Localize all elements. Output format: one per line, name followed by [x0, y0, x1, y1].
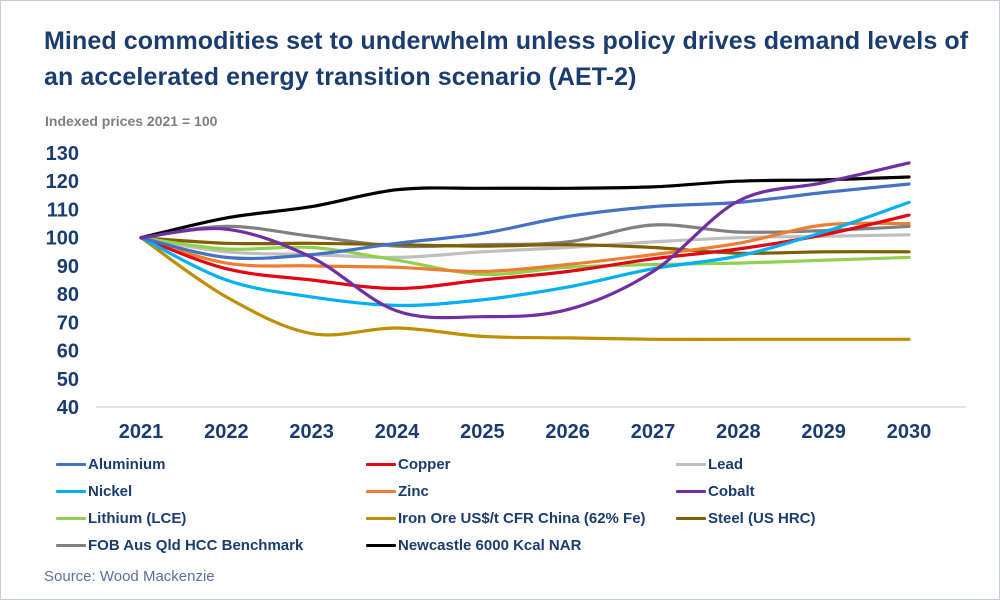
- legend-label: Aluminium: [88, 456, 166, 473]
- legend-swatch: [56, 462, 86, 467]
- y-tick-label: 60: [57, 341, 79, 363]
- legend-label: Cobalt: [708, 483, 755, 500]
- series-line-steel-us-hrc: [139, 236, 911, 255]
- x-tick-label: 2023: [289, 421, 334, 443]
- x-tick-label: 2022: [204, 421, 249, 443]
- legend-swatch: [56, 489, 86, 494]
- x-tick-label: 2027: [631, 421, 676, 443]
- series-line-newcastle-6000-kcal-nar: [139, 175, 911, 240]
- legend-item-steel-us-hrc: Steel (US HRC): [676, 509, 999, 528]
- x-tick-label: 2025: [460, 421, 505, 443]
- x-tick-label: 2021: [119, 421, 164, 443]
- legend-item-lead: Lead: [676, 455, 999, 474]
- series-line-iron-ore-us-t-cfr-china-62-fe: [139, 236, 911, 341]
- chart-legend: Aluminium Copper Lead Nickel Zinc Cobalt Lithi…: [56, 455, 999, 555]
- legend-label: Steel (US HRC): [708, 510, 816, 527]
- legend-label: Lithium (LCE): [88, 510, 187, 527]
- series-line-copper: [139, 213, 911, 291]
- legend-label: Newcastle 6000 Kcal NAR: [398, 537, 582, 554]
- legend-item-lithium-lce: Lithium (LCE): [56, 509, 366, 528]
- legend-item-copper: Copper: [366, 455, 676, 474]
- y-tick-label: 40: [57, 397, 79, 419]
- legend-swatch: [676, 489, 706, 494]
- legend-label: Zinc: [398, 483, 429, 500]
- x-tick-label: 2026: [545, 421, 590, 443]
- chart-subtitle: Indexed prices 2021 = 100: [45, 113, 218, 129]
- series-line-zinc: [139, 221, 911, 274]
- series-line-cobalt: [139, 161, 911, 320]
- legend-label: FOB Aus Qld HCC Benchmark: [88, 537, 304, 554]
- y-tick-label: 110: [47, 199, 79, 221]
- legend-label: Lead: [708, 456, 744, 473]
- legend-item-fob-aus-qld-hcc-benchmark: FOB Aus Qld HCC Benchmark: [56, 536, 366, 555]
- legend-item-nickel: Nickel: [56, 482, 366, 501]
- legend-swatch: [366, 489, 396, 494]
- source-note: Source: Wood Mackenzie: [44, 568, 215, 585]
- series-line-nickel: [139, 200, 911, 308]
- chart-title: Mined commodities set to underwhelm unle…: [44, 27, 969, 91]
- y-tick-label: 80: [57, 284, 79, 306]
- legend-label: Copper: [398, 456, 451, 473]
- legend-label: Iron Ore US$/t CFR China (62% Fe): [398, 510, 646, 527]
- y-tick-label: 120: [46, 171, 79, 193]
- legend-swatch: [366, 516, 396, 521]
- legend-item-cobalt: Cobalt: [676, 482, 999, 501]
- y-tick-label: 100: [46, 228, 79, 250]
- series-line-aluminium: [139, 182, 911, 261]
- series-line-lead: [139, 233, 911, 260]
- legend-item-zinc: Zinc: [366, 482, 676, 501]
- legend-swatch: [366, 543, 396, 548]
- legend-swatch: [676, 516, 706, 521]
- legend-swatch: [366, 462, 396, 467]
- x-tick-label: 2024: [375, 421, 420, 443]
- y-tick-label: 50: [57, 369, 79, 391]
- legend-item-aluminium: Aluminium: [56, 455, 366, 474]
- legend-swatch: [676, 462, 706, 467]
- legend-swatch: [56, 516, 86, 521]
- y-tick-label: 90: [57, 256, 79, 278]
- legend-item-iron-ore-us-t-cfr-china-62-fe: Iron Ore US$/t CFR China (62% Fe): [366, 509, 676, 528]
- x-tick-label: 2030: [887, 421, 932, 443]
- y-tick-label: 130: [46, 143, 79, 165]
- legend-item-newcastle-6000-kcal-nar: Newcastle 6000 Kcal NAR: [366, 536, 676, 555]
- series-line-lithium-lce: [139, 236, 911, 277]
- y-tick-label: 70: [57, 312, 79, 334]
- x-tick-label: 2029: [801, 421, 846, 443]
- legend-label: Nickel: [88, 483, 133, 500]
- legend-swatch: [56, 543, 86, 548]
- x-tick-label: 2028: [716, 421, 761, 443]
